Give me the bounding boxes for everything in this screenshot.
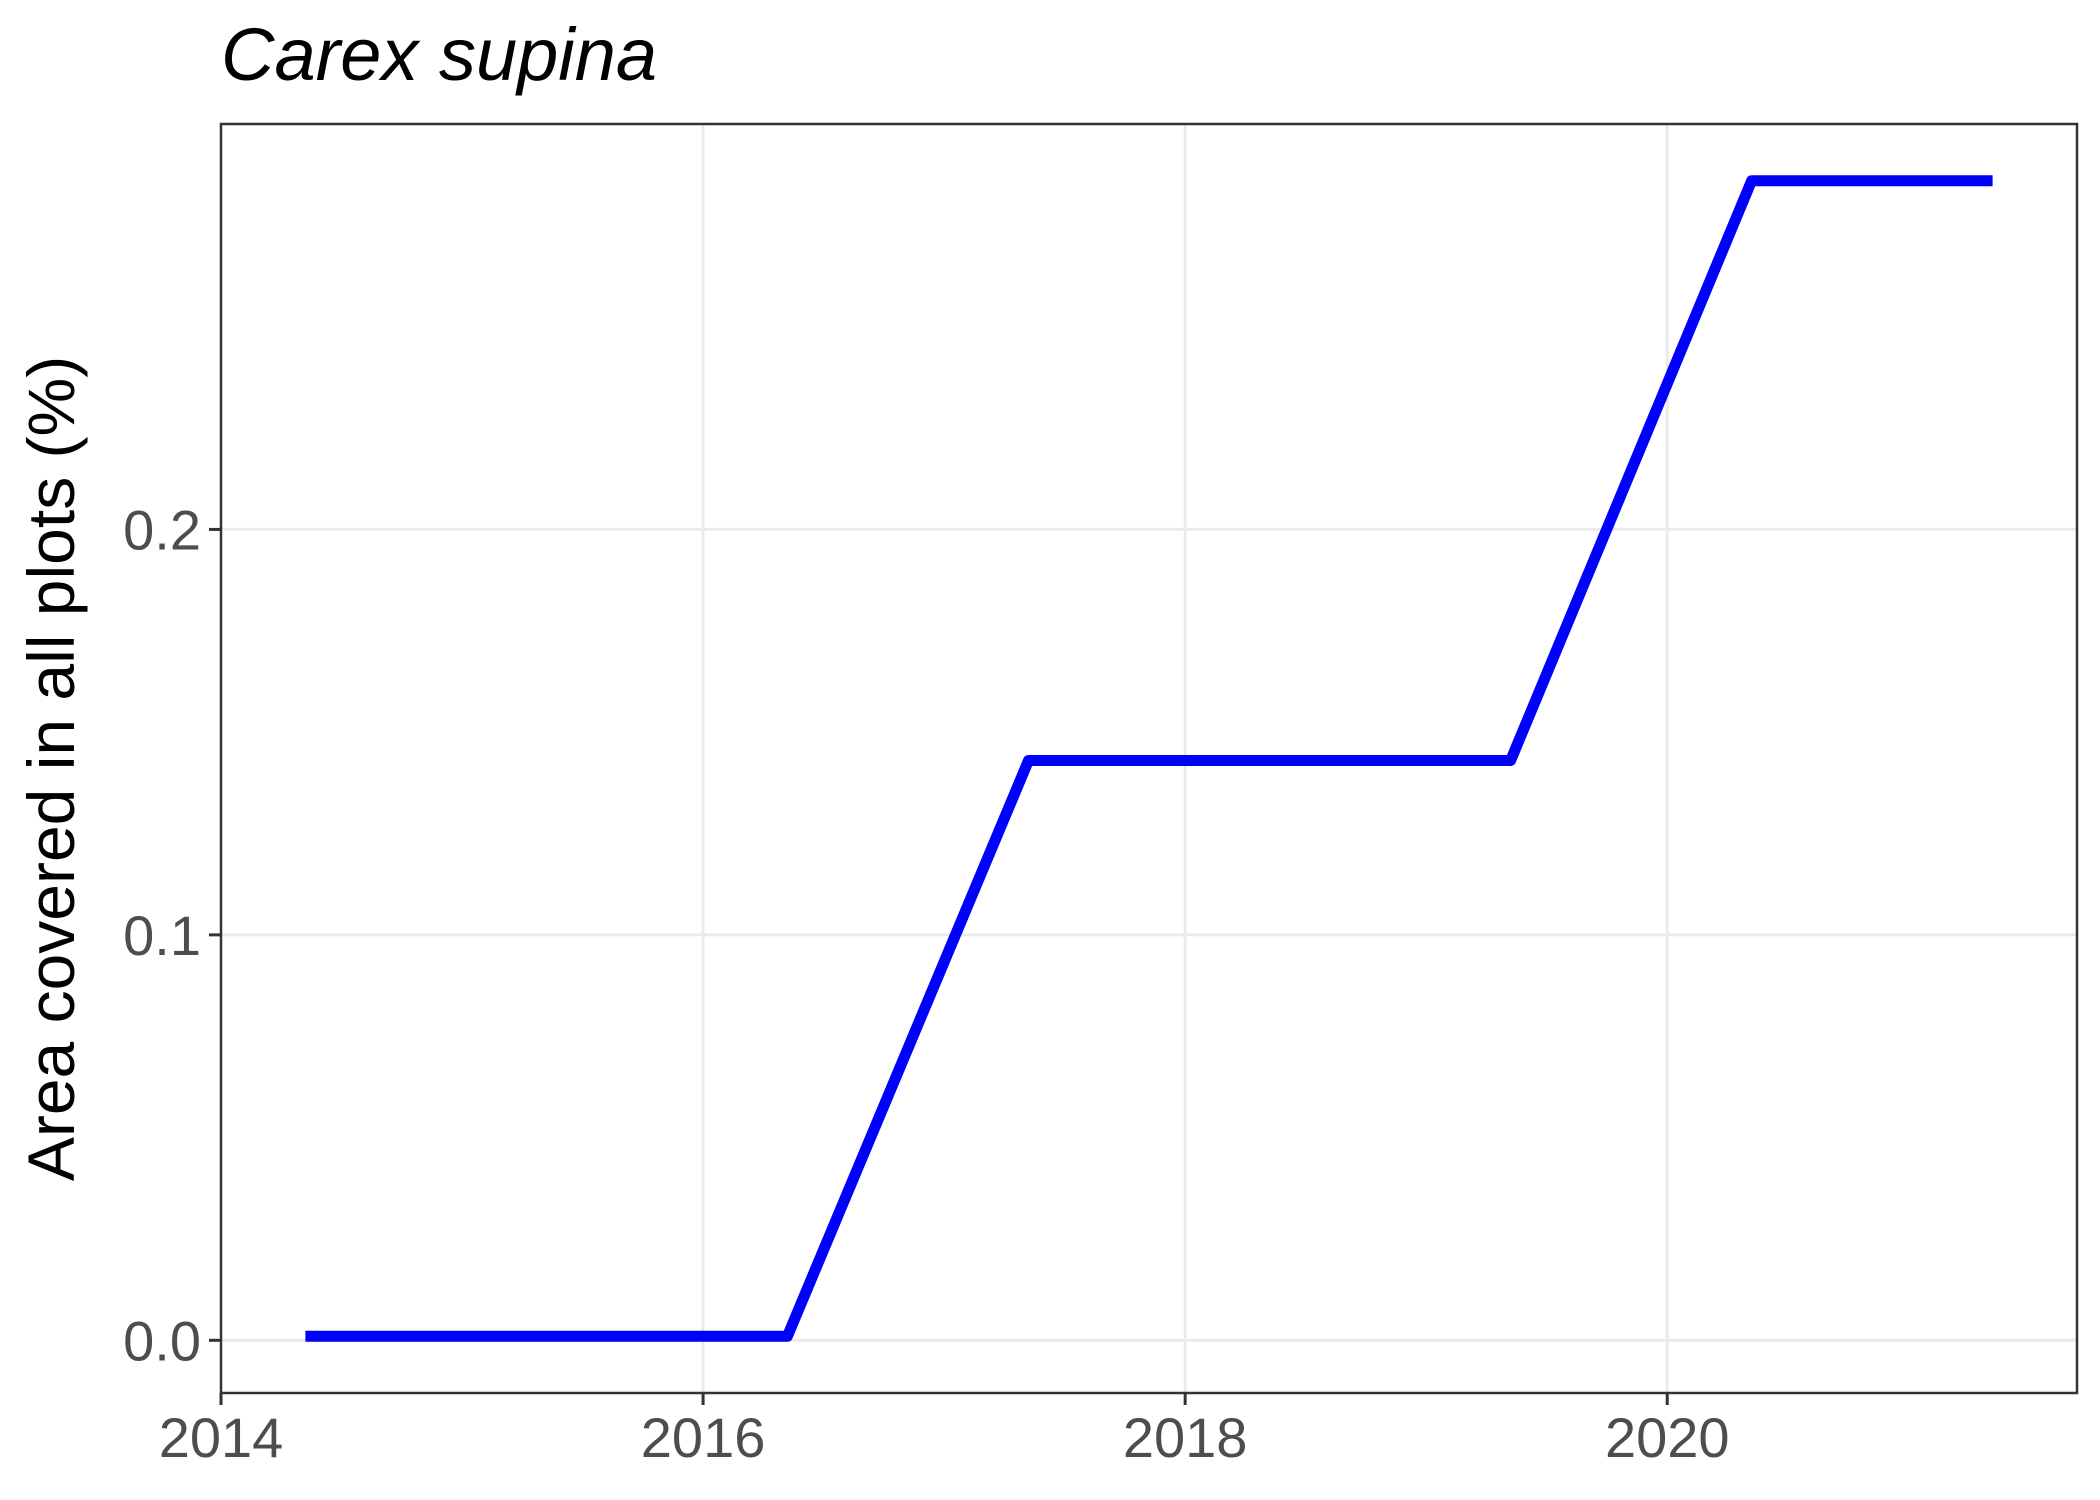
series-layer xyxy=(305,175,1993,1342)
chart-title: Carex supina xyxy=(221,13,657,96)
series-line-0 xyxy=(305,175,1993,1342)
tick-labels: 2014 2016 2018 2020 0.0 0.1 0.2 xyxy=(123,498,1729,1469)
plot-panel-border xyxy=(219,122,2079,1395)
y-axis-label: Area covered in all plots (%) xyxy=(14,356,88,1181)
y-tick-label-0: 0.0 xyxy=(123,1309,201,1372)
x-tick-label-1: 2016 xyxy=(641,1406,766,1469)
y-tick-label-2: 0.2 xyxy=(123,498,201,561)
x-tick-label-3: 2020 xyxy=(1605,1406,1730,1469)
x-tick-label-0: 2014 xyxy=(159,1406,284,1469)
y-tick-label-1: 0.1 xyxy=(123,904,201,967)
axis-ticks xyxy=(209,527,1669,1405)
x-tick-label-2: 2018 xyxy=(1123,1406,1248,1469)
